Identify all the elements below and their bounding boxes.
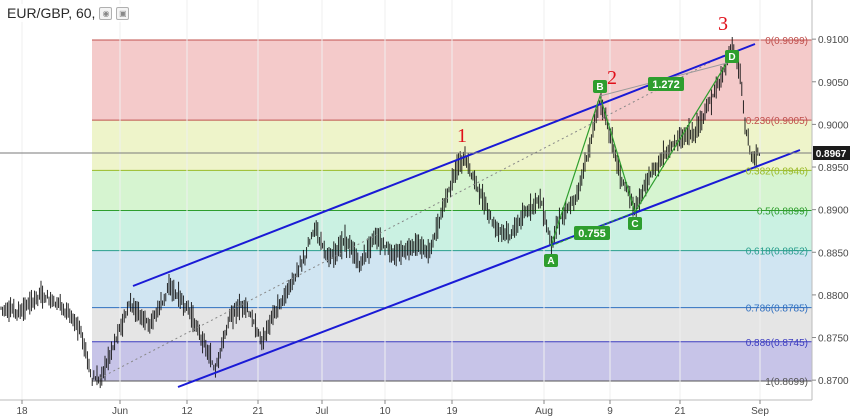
x-tick-label-4: Jul bbox=[316, 406, 329, 417]
ratio-ac-badge bbox=[574, 226, 610, 240]
chart-grid bbox=[21, 0, 761, 400]
pattern-legs bbox=[550, 55, 732, 247]
fib-label-0.786: 0.786(0.8785) bbox=[746, 304, 808, 315]
fib-label-0.236: 0.236(0.9005) bbox=[746, 116, 808, 127]
ratio-bd-label: 1.272 bbox=[652, 79, 680, 91]
fib-label-0: 0(0.9099) bbox=[765, 36, 808, 47]
settings-icon[interactable]: ▣ bbox=[116, 6, 130, 20]
point-c-label: C bbox=[631, 219, 638, 230]
y-tick-label-1: 0.9050 bbox=[818, 78, 849, 89]
time-axis-bg[interactable] bbox=[0, 400, 850, 420]
price-axis[interactable]: 0.9100 0.9050 0.9000 0.8950 0.8900 0.8850 0.88… bbox=[812, 35, 849, 387]
fib-label-0.886: 0.886(0.8745) bbox=[746, 338, 808, 349]
fib-label-0.5: 0.5(0.8899) bbox=[757, 207, 808, 218]
x-tick-label-2: 12 bbox=[181, 406, 193, 417]
dotted-trendline[interactable] bbox=[99, 51, 731, 379]
y-tick-label-2: 0.9000 bbox=[818, 120, 849, 131]
candlestick-series bbox=[0, 36, 760, 389]
fib-label-0.618: 0.618(0.8852) bbox=[746, 247, 808, 258]
x-tick-label-0: 18 bbox=[16, 406, 28, 417]
wave-label-1: 1 bbox=[457, 125, 467, 147]
wave-label-3: 3 bbox=[718, 13, 728, 35]
y-tick-label-3: 0.8950 bbox=[818, 163, 849, 174]
fibonacci-labels: 0(0.9099) 0.236(0.9005) 0.382(0.8946) 0.5(0… bbox=[746, 36, 808, 388]
wave-label-2: 2 bbox=[607, 67, 617, 89]
chart-header: EUR/GBP, 60, ◉ ▣ bbox=[4, 4, 133, 22]
y-tick-label-7: 0.8750 bbox=[818, 334, 849, 345]
fib-label-1: 1(0.8699) bbox=[765, 377, 808, 388]
eye-icon[interactable]: ◉ bbox=[99, 6, 113, 20]
x-tick-label-1: Jun bbox=[112, 406, 128, 417]
x-tick-label-3: 21 bbox=[252, 406, 264, 417]
point-b-marker bbox=[593, 80, 607, 93]
x-tick-label-8: 9 bbox=[607, 406, 613, 417]
x-tick-label-7: Aug bbox=[535, 406, 553, 417]
point-b-label: B bbox=[596, 82, 603, 93]
y-tick-label-8: 0.8700 bbox=[818, 376, 849, 387]
price-axis-bg[interactable] bbox=[812, 0, 850, 420]
y-tick-label-4: 0.8900 bbox=[818, 206, 849, 217]
symbol-title[interactable]: EUR/GBP, 60, bbox=[7, 5, 96, 21]
channel-lower-line[interactable] bbox=[177, 149, 801, 388]
point-d-label: D bbox=[728, 52, 735, 63]
x-tick-label-6: 19 bbox=[446, 406, 458, 417]
y-tick-label-5: 0.8850 bbox=[818, 248, 849, 259]
price-tag-value: 0.8967 bbox=[816, 149, 847, 160]
point-d-marker bbox=[725, 50, 739, 63]
point-a-marker bbox=[544, 254, 558, 267]
time-axis[interactable]: 18 Jun 12 21 Jul 10 19 Aug 9 21 Sep bbox=[16, 400, 769, 417]
fib-label-0.382: 0.382(0.8946) bbox=[746, 166, 808, 177]
ratio-bd-badge bbox=[648, 77, 684, 91]
harmonic-pattern[interactable]: A B C D 1.272 0.755 bbox=[544, 50, 739, 267]
x-tick-label-9: 21 bbox=[674, 406, 686, 417]
current-price-tag: 0.8967 bbox=[813, 146, 850, 160]
y-tick-label-0: 0.9100 bbox=[818, 35, 849, 46]
x-tick-label-5: 10 bbox=[379, 406, 391, 417]
point-a-label: A bbox=[547, 256, 554, 267]
point-c-marker bbox=[628, 217, 642, 230]
ratio-ac-label: 0.755 bbox=[578, 228, 606, 240]
y-tick-label-6: 0.8800 bbox=[818, 291, 849, 302]
price-tag-bg bbox=[813, 146, 850, 160]
x-tick-label-10: Sep bbox=[751, 406, 769, 417]
